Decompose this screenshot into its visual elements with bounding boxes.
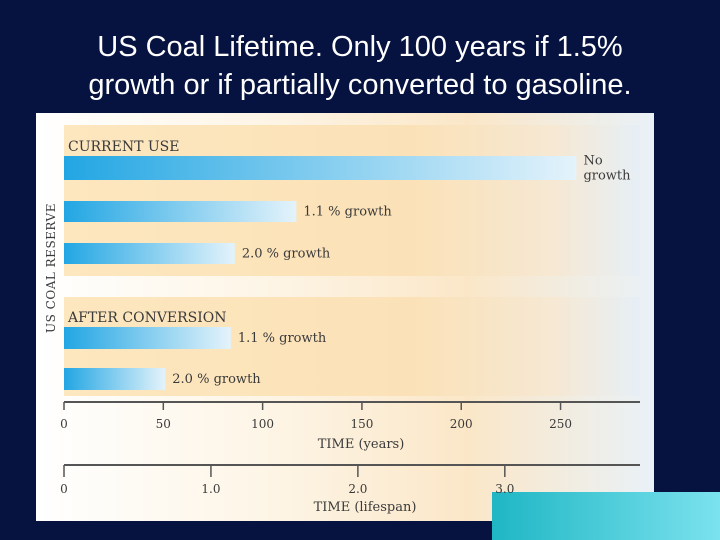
tick-label: 250 xyxy=(549,417,572,431)
axis-title: TIME (years) xyxy=(318,437,405,452)
corner-accent xyxy=(492,492,720,540)
bar xyxy=(64,368,166,390)
bar-label: No growth xyxy=(583,154,631,184)
slide-title: US Coal Lifetime. Only 100 years if 1.5%… xyxy=(0,28,720,104)
tick-label: 3.0 xyxy=(495,482,514,496)
y-axis-label: US COAL RESERVE xyxy=(44,203,58,333)
tick-label: 50 xyxy=(156,417,171,431)
tick-label: 200 xyxy=(450,417,473,431)
tick-label: 0 xyxy=(60,417,68,431)
tick-label: 1.0 xyxy=(201,482,220,496)
axis-title: TIME (lifespan) xyxy=(314,500,417,515)
tick-label: 100 xyxy=(251,417,274,431)
tick-label: 2.0 xyxy=(348,482,367,496)
tick-label: 150 xyxy=(350,417,373,431)
bar xyxy=(64,243,235,264)
bar-label: 1.1 % growth xyxy=(238,331,327,346)
slide-title-line-2: growth or if partially converted to gaso… xyxy=(88,69,632,101)
group-title: AFTER CONVERSION xyxy=(67,310,227,326)
bar-label: 2.0 % growth xyxy=(172,372,261,387)
bar-label: 2.0 % growth xyxy=(242,247,331,262)
tick-label: 0 xyxy=(60,482,68,496)
bar xyxy=(64,327,231,349)
slide-title-line-1: US Coal Lifetime. Only 100 years if 1.5% xyxy=(97,31,623,63)
bar-label: 1.1 % growth xyxy=(303,205,392,220)
group-title: CURRENT USE xyxy=(68,139,179,155)
bar xyxy=(64,201,297,222)
bar xyxy=(64,156,577,180)
